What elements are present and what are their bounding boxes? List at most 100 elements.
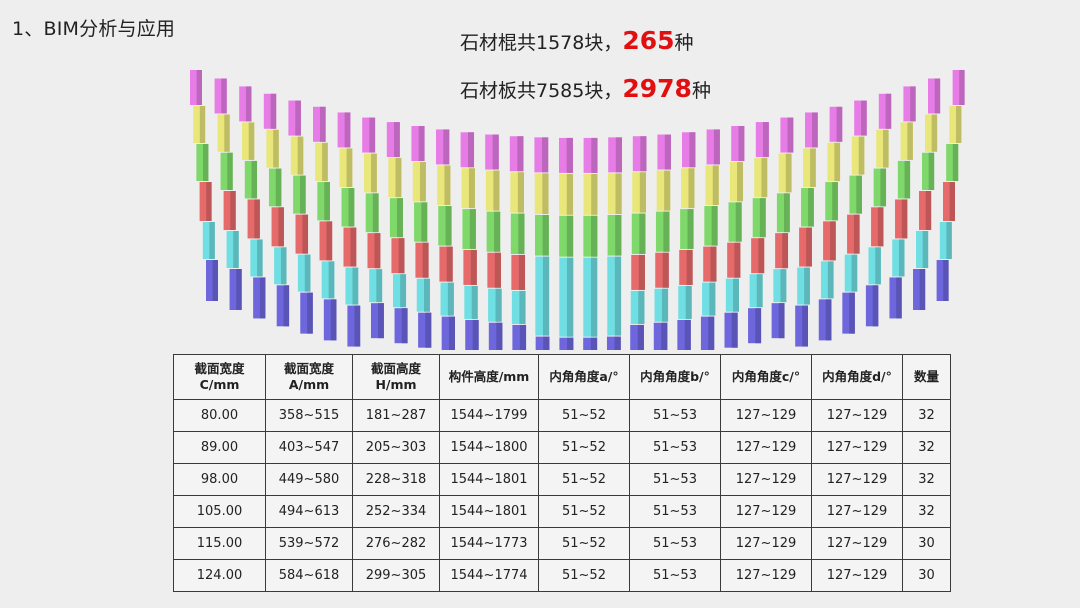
rod-segment-side (802, 305, 808, 347)
rod-segment-side (348, 188, 355, 227)
rod-segment-side (354, 305, 361, 347)
rod-segment-side (783, 193, 790, 233)
table-cell: 403~547 (265, 431, 353, 464)
table-cell: 181~287 (352, 399, 440, 432)
table-cell: 449~580 (265, 463, 353, 496)
rod-segment-side (322, 142, 328, 182)
rod-segment-side (907, 122, 913, 160)
table-cell: 32 (902, 399, 951, 432)
table-cell: 205~303 (352, 431, 440, 464)
rod-segment-side (758, 238, 765, 274)
rod-segment-side (615, 137, 623, 173)
table-cell: 299~305 (352, 559, 440, 592)
rod-segment-side (566, 137, 573, 173)
rod-segment-side (326, 221, 333, 261)
rod-segment-side (199, 106, 206, 143)
rod-segment-side (952, 144, 959, 181)
stone-rod (913, 78, 941, 311)
rod-segment-side (832, 182, 838, 221)
rod-segment-side (212, 260, 218, 301)
table-cell: 51~53 (629, 431, 721, 464)
rod-segment-side (444, 165, 451, 206)
rod-segment-side (397, 198, 403, 238)
rod-segment-side (233, 231, 239, 269)
rod-segment-side (808, 188, 814, 227)
rod-segment-side (567, 337, 574, 350)
rod-segment-side (778, 303, 785, 339)
table-cell: 32 (902, 495, 951, 528)
rod-segment-side (834, 142, 841, 182)
table-cell: 1544~1801 (439, 463, 539, 496)
rod-segment-side (297, 136, 304, 175)
rod-segment-side (825, 299, 832, 341)
rod-segment-side (661, 322, 668, 350)
rod-segment-side (471, 285, 478, 319)
rod-segment-side (543, 336, 550, 350)
rod-segment-side (901, 199, 908, 239)
rod-segment-side (352, 267, 359, 305)
rod-segment-side (257, 239, 263, 277)
rod-segment-side (663, 211, 670, 252)
rod-segment-side (245, 86, 252, 122)
stone-rod (936, 70, 965, 301)
rod-segment-side (664, 134, 671, 170)
rod-segment-side (209, 222, 215, 259)
rod-segment-side (827, 261, 834, 299)
rod-segment-side (422, 242, 429, 278)
table-cell: 32 (902, 463, 951, 496)
rod-segment-side (350, 227, 357, 267)
rod-segment-side (398, 238, 405, 274)
table-cell: 51~53 (629, 559, 721, 592)
rod-segment-side (259, 277, 266, 319)
rod-segment-side (731, 312, 738, 348)
rod-segment-side (319, 106, 326, 142)
table-cell: 1544~1801 (439, 495, 539, 528)
rod-segment-side (712, 165, 719, 206)
table-cell: 127~129 (720, 495, 812, 528)
table-cell: 89.00 (173, 431, 266, 464)
rod-segment-side (302, 214, 309, 254)
rod-segment-side (685, 285, 692, 319)
rod-segment-side (591, 173, 598, 215)
rod-segment-side (371, 153, 377, 193)
table-cell: 51~52 (538, 431, 630, 464)
table-cell: 51~53 (629, 527, 721, 560)
table-row: 115.00 539~572 276~282 1544~1773 51~52 51~53 1… (173, 527, 951, 560)
rod-segment-side (469, 209, 476, 249)
rod-segment-side (425, 312, 432, 348)
table-row: 89.00 403~547 205~303 1544~1800 51~52 51~53 12… (173, 431, 951, 464)
rod-segment-side (638, 290, 645, 324)
rod-segment-side (806, 227, 812, 267)
table-header-row: 截面宽度 C/mm 截面宽度 A/mm 截面高度 H/mm 构件高度/mm 内角角度a… (173, 354, 951, 400)
rod-segment-side (735, 202, 742, 242)
rod-segment-side (519, 290, 526, 324)
rod-segment-side (638, 254, 645, 290)
rod-segment-side (393, 122, 400, 158)
rod-segment-side (418, 126, 425, 162)
rod-segment-side (400, 274, 407, 308)
rod-segment-side (254, 199, 260, 239)
rod-segment-side (590, 337, 598, 350)
rod-segment-side (304, 254, 311, 292)
rod-segment-side (943, 260, 949, 301)
rod-segment-side (919, 269, 926, 311)
table-cell: 51~52 (538, 399, 630, 432)
col-header-angle-b: 内角角度b/° (629, 354, 721, 400)
stone-rod-stats-suffix: 种 (674, 32, 694, 54)
rod-segment-side (738, 126, 745, 162)
col-header-angle-a: 内角角度a/° (538, 354, 630, 400)
table-cell: 127~129 (720, 431, 812, 464)
rod-segment-side (761, 158, 768, 198)
rod-segment-side (221, 78, 227, 114)
stone-rod (214, 78, 242, 311)
rod-segment-side (755, 308, 762, 344)
stone-rod (724, 126, 745, 348)
rod-segment-side (787, 117, 794, 153)
col-header-height-h: 截面高度 H/mm (352, 354, 440, 400)
table-cell: 124.00 (173, 559, 266, 592)
rod-segment-side (785, 153, 792, 193)
rod-segment-side (885, 93, 892, 129)
stone-rod-stats: 石材棍共1578块，265种 (460, 26, 760, 55)
stone-rod (630, 136, 647, 350)
rod-segment-side (615, 214, 622, 256)
